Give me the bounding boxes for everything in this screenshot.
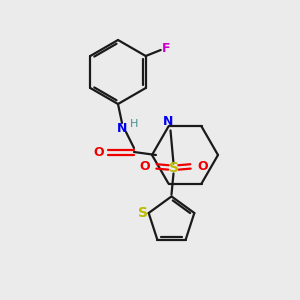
Text: O: O: [139, 160, 150, 173]
Text: N: N: [117, 122, 127, 134]
Text: S: S: [138, 206, 148, 220]
Text: F: F: [161, 41, 170, 55]
Text: H: H: [130, 119, 138, 129]
Text: O: O: [94, 146, 104, 158]
Text: S: S: [169, 161, 178, 176]
Text: N: N: [163, 115, 174, 128]
Text: O: O: [197, 160, 208, 173]
